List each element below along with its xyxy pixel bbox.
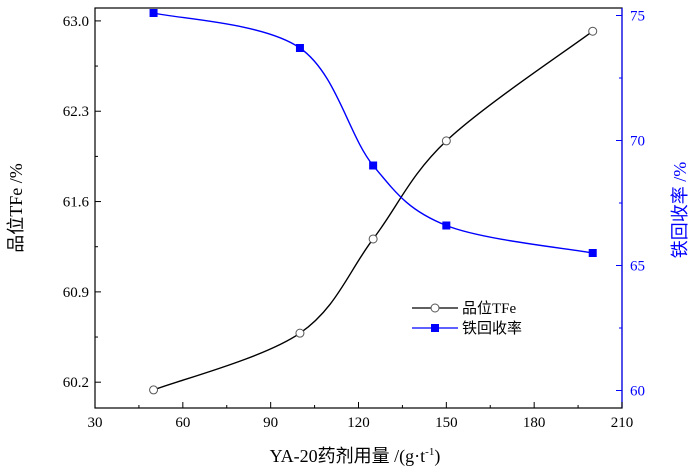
- y-right-tick-label: 65: [630, 259, 645, 275]
- x-tick-label: 60: [175, 415, 190, 431]
- right-axis-ticks: 60 65 70 75: [616, 9, 645, 400]
- x-axis-label-sup: -1: [425, 446, 434, 458]
- y-left-tick-label: 60.9: [63, 285, 89, 301]
- y-right-tick-label: 60: [630, 384, 645, 400]
- legend: 品位TFe 铁回收率: [412, 300, 522, 337]
- grade-point: [149, 385, 159, 395]
- x-tick-label: 30: [88, 415, 103, 431]
- y-right-tick-label: 75: [630, 9, 645, 25]
- x-tick-label: 90: [263, 415, 278, 431]
- legend-label-grade: 品位TFe: [462, 300, 517, 317]
- legend-marker-grade: [430, 303, 440, 313]
- legend-marker-recovery: [431, 324, 439, 332]
- series-markers: [149, 9, 598, 395]
- recovery-point: [369, 161, 378, 170]
- left-axis-ticks: 60.2 60.9 61.6 62.3 63.0: [63, 14, 101, 391]
- x-tick-label: 120: [347, 415, 370, 431]
- y-right-tick-label: 70: [630, 134, 645, 150]
- grade-point: [295, 328, 305, 338]
- recovery-point: [442, 221, 451, 230]
- x-axis-ticks: 30 60 90 120 150 180 210: [88, 402, 634, 431]
- series-line-recovery: [153, 12, 593, 254]
- legend-label-recovery: 铁回收率: [462, 320, 522, 337]
- recovery-point: [295, 44, 304, 52]
- recovery-point: [149, 9, 158, 17]
- x-tick-label: 150: [435, 415, 458, 431]
- y-left-tick-label: 62.3: [63, 104, 89, 120]
- grade-point: [588, 26, 598, 36]
- series-line-grade: [153, 30, 594, 391]
- y-left-tick-label: 63.0: [63, 14, 89, 30]
- recovery-point: [588, 249, 597, 257]
- right-axis-label: 铁回收率 /%: [670, 162, 690, 259]
- x-tick-label: 180: [523, 415, 546, 431]
- x-axis-label: YA-20药剂用量 /(g·t-1): [270, 446, 441, 467]
- left-axis-label: 品位TFe /%: [6, 163, 26, 253]
- grade-point: [368, 234, 378, 244]
- plot-frame: [94, 7, 623, 409]
- y-left-tick-label: 61.6: [63, 195, 90, 211]
- x-tick-label: 210: [611, 415, 634, 431]
- grade-point: [441, 136, 451, 146]
- y-left-tick-label: 60.2: [63, 375, 89, 391]
- x-axis-label-suffix: ): [434, 446, 440, 467]
- series-curves: [153, 12, 594, 391]
